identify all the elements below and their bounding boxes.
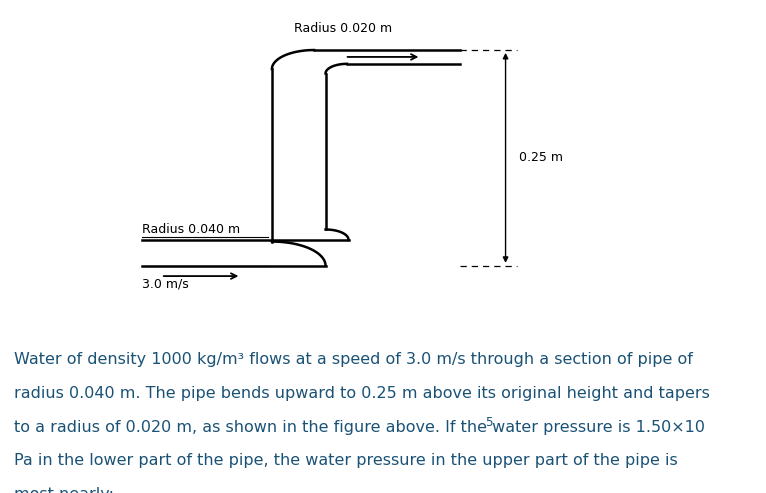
- Text: Water of density 1000 kg/m³ flows at a speed of 3.0 m/s through a section of pip: Water of density 1000 kg/m³ flows at a s…: [14, 352, 692, 367]
- Text: Radius 0.040 m: Radius 0.040 m: [142, 223, 240, 236]
- Text: 3.0 m/s: 3.0 m/s: [142, 278, 188, 291]
- Text: Radius 0.020 m: Radius 0.020 m: [293, 22, 392, 35]
- Text: most nearly:: most nearly:: [14, 487, 114, 493]
- Text: 5: 5: [485, 416, 493, 428]
- Text: radius 0.040 m. The pipe bends upward to 0.25 m above its original height and ta: radius 0.040 m. The pipe bends upward to…: [14, 386, 709, 401]
- Text: Pa in the lower part of the pipe, the water pressure in the upper part of the pi: Pa in the lower part of the pipe, the wa…: [14, 453, 678, 468]
- Text: to a radius of 0.020 m, as shown in the figure above. If the water pressure is 1: to a radius of 0.020 m, as shown in the …: [14, 420, 705, 434]
- Text: 0.25 m: 0.25 m: [519, 151, 563, 164]
